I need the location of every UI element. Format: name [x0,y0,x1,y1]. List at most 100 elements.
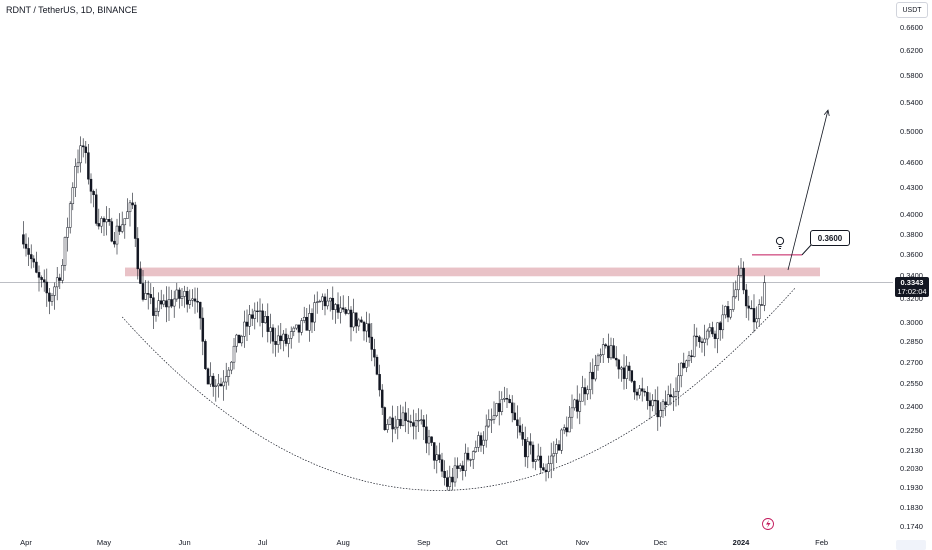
candle-down [178,289,181,299]
time-tick-label: Aug [336,538,350,547]
candle-up [638,388,641,396]
price-tick-label: 0.2130 [900,446,923,456]
candle-up [692,335,696,357]
candle-up [321,296,324,302]
candle-up [388,417,392,425]
candle-up [154,311,158,316]
candle-down [193,298,197,302]
candle-up [495,403,498,416]
candle-up [755,318,758,323]
candle-up [609,345,613,359]
candle-up [365,323,368,332]
chart-area[interactable] [0,0,893,530]
candle-down [131,202,134,206]
candle-up [474,447,478,452]
candle-up [224,376,228,383]
candle-down [81,145,85,148]
candle-down [542,467,545,471]
candle-down [557,444,561,451]
candle-up [534,459,537,462]
candle-down [373,349,376,358]
candle-down [695,335,699,338]
candle-down [412,422,415,427]
candle-down [614,357,618,361]
candle-down [523,439,527,458]
candle-up [419,419,423,421]
candle-down [196,300,199,303]
candle-down [664,401,667,406]
candle-up [71,187,75,205]
candle-down [521,431,524,440]
time-tick-label: Feb [815,538,829,547]
candle-down [656,400,660,418]
candle-up [63,237,67,266]
candle-up [549,455,553,464]
candle-up [258,310,262,312]
candle-up [79,145,82,164]
candle-down [110,221,114,242]
candle-up [526,441,530,458]
candle-down [690,355,693,357]
candle-up [74,166,77,188]
candle-up [596,355,600,366]
candle-down [635,391,639,396]
candle-down [271,327,275,342]
candle-down [245,321,249,327]
candle-up [435,454,439,461]
price-tick-label: 0.3400 [900,271,923,281]
price-tick-label: 0.1930 [900,483,923,493]
candle-up [126,211,129,219]
candle-up [120,224,124,232]
candle-down [643,390,647,393]
symbol-title[interactable]: RDNT / TetherUS, 1D, BINANCE [6,5,138,15]
candle-down [432,442,436,461]
axis-corner[interactable] [896,540,926,550]
candle-down [185,291,189,305]
candle-up [386,424,389,430]
candle-up [503,398,506,400]
current-price-label: 0.3343 [900,278,924,287]
candle-up [721,314,725,331]
candle-down [544,469,548,473]
price-chart[interactable] [0,0,893,530]
candle-down [565,427,569,433]
price-callout[interactable]: 0.3600 [810,230,850,246]
candle-down [539,455,543,468]
candle-up [396,419,400,428]
candle-up [318,300,322,303]
currency-selector[interactable]: USDT [896,2,928,18]
candle-up [552,453,556,457]
candle-up [471,451,475,460]
lightning-icon[interactable] [762,518,774,530]
candle-down [370,336,374,350]
candle-down [266,316,270,332]
candle-down [360,319,363,323]
candle-up [248,314,251,327]
candle-down [344,309,348,314]
candle-up [492,415,496,420]
candle-down [518,425,522,433]
candle-up [677,375,680,392]
candle-up [573,399,576,409]
candle-up [235,334,238,347]
candle-up [588,371,592,390]
candle-down [682,362,686,368]
candle-down [391,417,394,430]
candle-down [653,399,657,402]
candle-up [180,296,184,299]
candle-up [115,225,119,245]
candle-up [581,387,584,402]
candle-up [276,335,280,345]
candle-up [500,399,504,412]
candle-up [659,410,662,418]
price-tick-label: 0.4000 [900,210,923,220]
candle-down [378,374,381,391]
candle-down [648,400,652,407]
candle-up [105,219,108,223]
candle-down [139,268,142,284]
candle-up [484,425,488,441]
candle-up [50,295,54,302]
time-tick-label: May [96,538,112,547]
candle-up [240,336,244,344]
candle-up [734,289,738,298]
